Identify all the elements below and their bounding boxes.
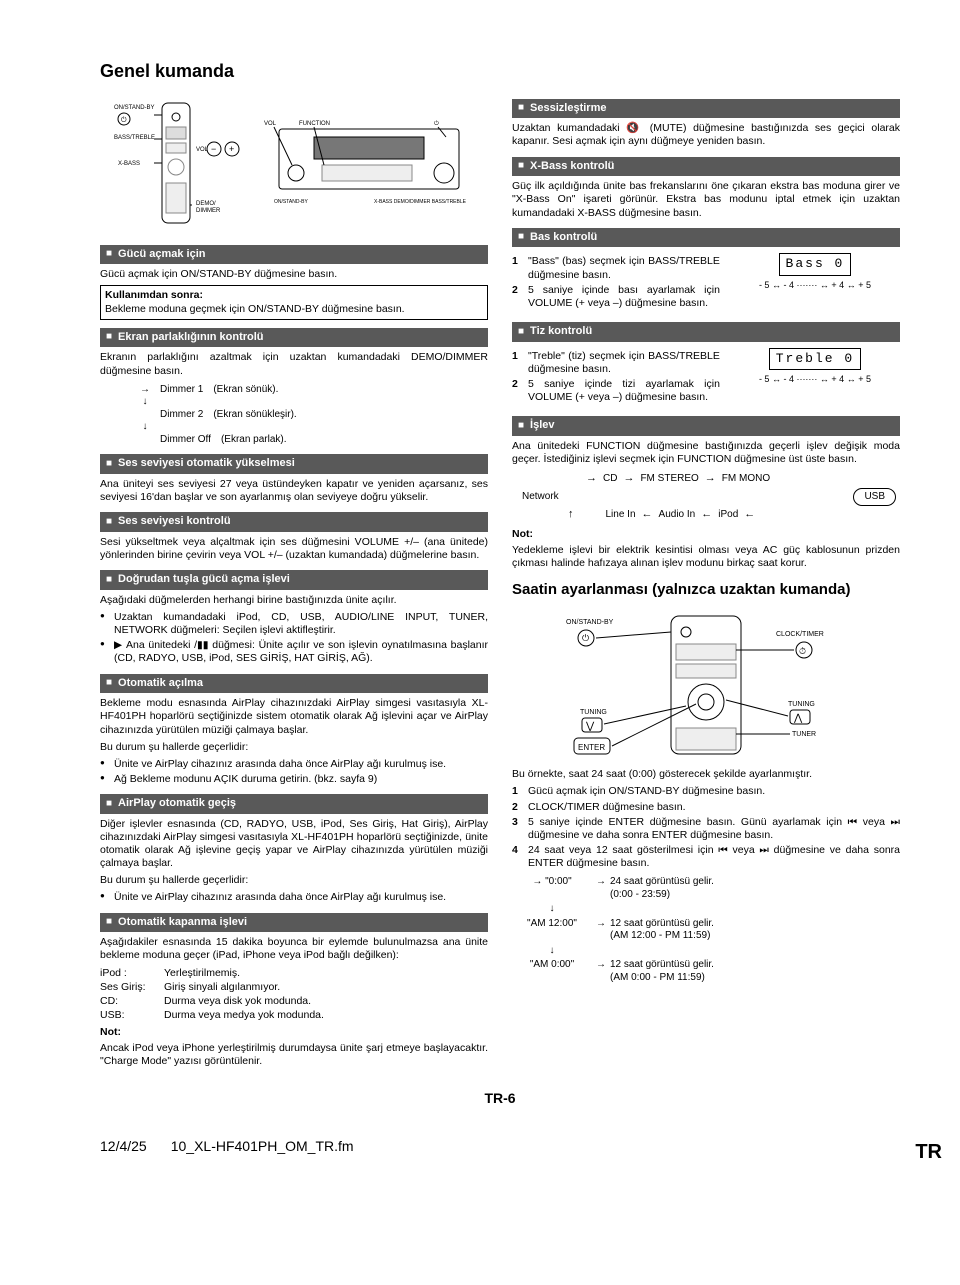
- text-airplay-switch: Diğer işlevler esnasında (CD, RADYO, USB…: [100, 818, 488, 871]
- page-title: Genel kumanda: [100, 60, 900, 83]
- dimmer-1: Dimmer 1: [160, 384, 203, 397]
- bass-block: 1"Bass" (bas) seçmek için BASS/TREBLE dü…: [512, 251, 900, 314]
- svg-text:VOL: VOL: [264, 121, 277, 127]
- scale-treble: - 5 ↔ - 4 ······· ↔ + 4 ↔ + 5: [730, 374, 900, 385]
- header-mute: Sessizleştirme: [512, 99, 900, 119]
- header-power-on: Gücü açmak için: [100, 245, 488, 265]
- footer-date: 12/4/25: [100, 1138, 147, 1156]
- usb-box: USB: [853, 488, 896, 507]
- dimmer-2: Dimmer 2: [160, 409, 203, 422]
- column-right: Sessizleştirme Uzaktan kumandadaki 🔇 (MU…: [512, 91, 900, 1073]
- list-item: Ağ Bekleme modunu AÇIK duruma getirin. (…: [100, 773, 488, 786]
- svg-text:+: +: [229, 144, 234, 154]
- text-auto-open-cond-intro: Bu durum şu hallerde geçerlidir:: [100, 741, 488, 754]
- function-flow: → CD→ FM STEREO→ FM MONO Network USB ↑ L…: [512, 472, 900, 522]
- header-airplay-switch: AirPlay otomatik geçiş: [100, 794, 488, 814]
- treble-block: 1"Treble" (tiz) seçmek için BASS/TREBLE …: [512, 346, 900, 409]
- header-function: İşlev: [512, 416, 900, 436]
- svg-text:TUNING: TUNING: [788, 701, 815, 708]
- text-auto-open: Bekleme modu esnasında AirPlay cihazınız…: [100, 697, 488, 736]
- remote-and-unit-diagram: ON/STAND-BY ⏻ BASS/TREBLE X-BASS VOL − +…: [100, 95, 488, 235]
- header-auto-open: Otomatik açılma: [100, 674, 488, 694]
- svg-text:ENTER: ENTER: [578, 743, 605, 752]
- header-vol-ctrl: Ses seviyesi kontrolü: [100, 512, 488, 532]
- time-format-table: → "0:00" → 24 saat görüntüsü gelir. (0:0…: [512, 876, 900, 984]
- lcd-bass: Bass 0: [779, 253, 852, 275]
- svg-text:⏱: ⏱: [799, 646, 806, 656]
- list-item: Ünite ve AirPlay cihazınız arasında daha…: [100, 891, 488, 904]
- text-power-on: Gücü açmak için ON/STAND-BY düğmesine ba…: [100, 268, 488, 281]
- text-mute: Uzaktan kumandadaki 🔇 (MUTE) düğmesine b…: [512, 122, 900, 148]
- svg-text:X-BASS DEMO/DIMMER BASS/TREB: X-BASS DEMO/DIMMER BASS/TREBLE: [374, 199, 467, 205]
- page-marker: TR-6: [100, 1090, 900, 1108]
- dimmer-list: →Dimmer 1(Ekran sönük). ↓ Dimmer 2(Ekran…: [140, 384, 488, 447]
- text-direct-power-intro: Aşağıdaki düğmelerden herhangi birine ba…: [100, 594, 488, 607]
- header-auto-vol-up: Ses seviyesi otomatik yükselmesi: [100, 454, 488, 474]
- box-after-use-title: Kullanımdan sonra:: [105, 289, 483, 302]
- list-item: Uzaktan kumandadaki iPod, CD, USB, AUDIO…: [100, 611, 488, 637]
- text-airplay-switch-cond-intro: Bu durum şu hallerde geçerlidir:: [100, 874, 488, 887]
- text-function: Ana ünitedeki FUNCTION düğmesine bastığı…: [512, 440, 900, 466]
- function-note: Yedekleme işlevi bir elektrik kesintisi …: [512, 544, 900, 570]
- text-brightness: Ekranın parlaklığını azaltmak için uzakt…: [100, 351, 488, 377]
- direct-power-list: Uzaktan kumandadaki iPod, CD, USB, AUDIO…: [100, 611, 488, 666]
- clock-steps: 1Gücü açmak için ON/STAND-BY düğmesine b…: [512, 785, 900, 870]
- auto-off-note: Ancak iPod veya iPhone yerleştirilmiş du…: [100, 1042, 488, 1068]
- svg-text:FUNCTION: FUNCTION: [299, 121, 330, 127]
- clock-intro: Bu örnekte, saat 24 saat (0:00) gösterec…: [512, 768, 900, 781]
- svg-text:X-BASS: X-BASS: [118, 161, 140, 167]
- svg-text:BASS/TREBLE: BASS/TREBLE: [114, 135, 155, 141]
- box-after-use-text: Bekleme moduna geçmek için ON/STAND-BY d…: [105, 303, 483, 316]
- footer: 12/4/25 10_XL-HF401PH_OM_TR.fm: [100, 1138, 900, 1156]
- header-xbass: X-Bass kontrolü: [512, 157, 900, 177]
- svg-text:DIMMER: DIMMER: [196, 208, 221, 214]
- header-auto-off: Otomatik kapanma işlevi: [100, 913, 488, 933]
- svg-text:ON/STAND-BY: ON/STAND-BY: [114, 105, 155, 111]
- svg-text:TUNING: TUNING: [580, 709, 607, 716]
- scale-bass: - 5 ↔ - 4 ······· ↔ + 4 ↔ + 5: [730, 280, 900, 291]
- svg-text:⋁: ⋁: [585, 721, 595, 732]
- svg-text:DEMO/: DEMO/: [196, 201, 216, 207]
- text-xbass: Güç ilk açıldığında ünite bas frekanslar…: [512, 180, 900, 219]
- dimmer-off: Dimmer Off: [160, 434, 211, 447]
- function-note-label: Not:: [512, 528, 900, 541]
- airplay-switch-conds: Ünite ve AirPlay cihazınız arasında daha…: [100, 891, 488, 904]
- svg-text:⏻: ⏻: [121, 116, 127, 124]
- svg-text:−: −: [211, 144, 216, 154]
- footer-file: 10_XL-HF401PH_OM_TR.fm: [171, 1138, 354, 1156]
- list-item: ▶ Ana ünitedeki /▮▮ düğmesi: Ünite açılı…: [100, 639, 488, 665]
- list-item: Ünite ve AirPlay cihazınız arasında daha…: [100, 758, 488, 771]
- text-vol-ctrl: Sesi yükseltmek veya alçaltmak için ses …: [100, 536, 488, 562]
- svg-text:CLOCK/TIMER: CLOCK/TIMER: [776, 631, 824, 638]
- side-marker: TR: [915, 1140, 942, 1165]
- lcd-treble: Treble 0: [769, 348, 861, 370]
- svg-text:ON/STAND-BY: ON/STAND-BY: [274, 199, 308, 205]
- svg-text:⋀: ⋀: [793, 713, 803, 724]
- svg-text:⏻: ⏻: [582, 633, 589, 643]
- text-auto-vol-up: Ana üniteyi ses seviyesi 27 veya üstünde…: [100, 478, 488, 504]
- svg-text:ON/STAND-BY: ON/STAND-BY: [566, 619, 614, 626]
- auto-off-note-label: Not:: [100, 1026, 488, 1039]
- clock-remote-diagram: ON/STAND-BY ⏻ TUNING ⋁ ENTER CLOCK/TIMER…: [512, 605, 900, 765]
- clock-title: Saatin ayarlanması (yalnızca uzaktan kum…: [512, 581, 900, 600]
- column-left: ON/STAND-BY ⏻ BASS/TREBLE X-BASS VOL − +…: [100, 91, 488, 1073]
- text-auto-off: Aşağıdakiler esnasında 15 dakika boyunca…: [100, 936, 488, 962]
- header-brightness: Ekran parlaklığının kontrolü: [100, 328, 488, 348]
- header-direct-power: Doğrudan tuşla gücü açma işlevi: [100, 570, 488, 590]
- header-bass: Bas kontrolü: [512, 228, 900, 248]
- auto-open-conds: Ünite ve AirPlay cihazınız arasında daha…: [100, 758, 488, 786]
- box-after-use: Kullanımdan sonra: Bekleme moduna geçmek…: [100, 285, 488, 319]
- header-treble: Tiz kontrolü: [512, 322, 900, 342]
- svg-text:TUNER: TUNER: [792, 731, 816, 738]
- main-columns: ON/STAND-BY ⏻ BASS/TREBLE X-BASS VOL − +…: [100, 91, 900, 1073]
- svg-text:⏻: ⏻: [434, 120, 439, 127]
- auto-off-defs: iPod :Yerleştirilmemiş. Ses Giriş:Giriş …: [100, 967, 488, 1023]
